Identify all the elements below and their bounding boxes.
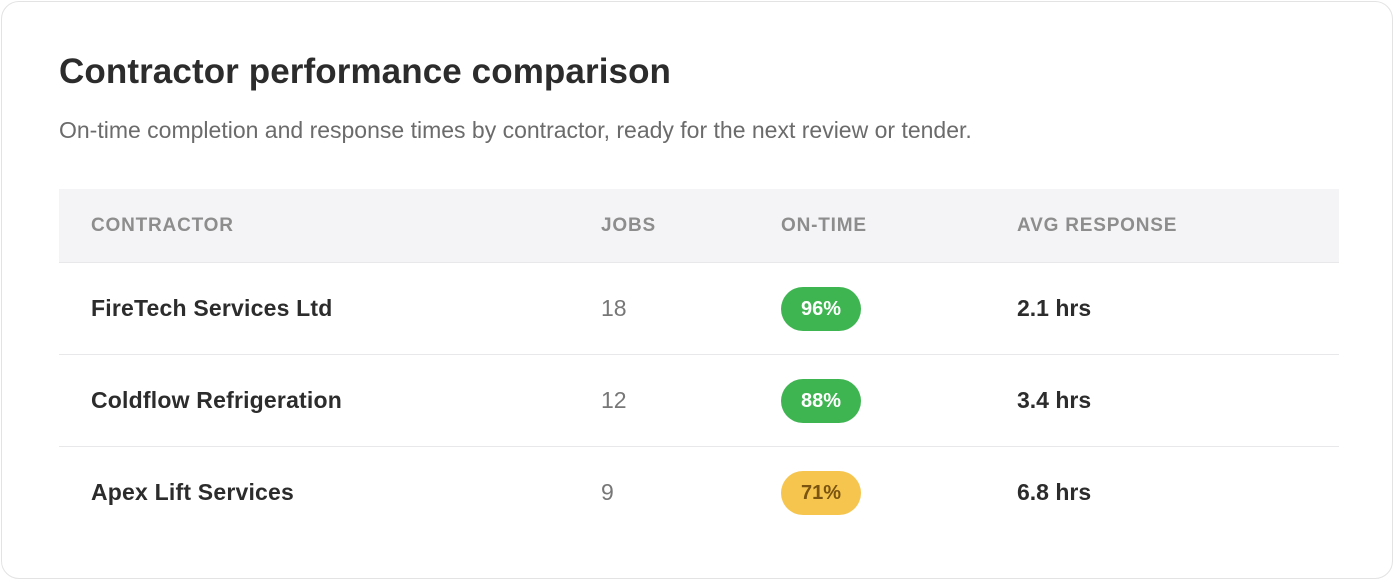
avg-response: 3.4 hrs (1017, 387, 1092, 413)
on-time-badge: 71% (781, 471, 862, 515)
page-subtitle: On-time completion and response times by… (59, 117, 972, 143)
page-title: Contractor performance comparison (59, 52, 672, 91)
on-time-badge: 96% (781, 287, 862, 331)
contractor-table: CONTRACTOR JOBS ON-TIME AVG RESPONSE Fir… (59, 189, 1339, 538)
table-header: CONTRACTOR JOBS ON-TIME AVG RESPONSE (59, 189, 1339, 263)
table-row: Coldflow Refrigeration 12 88% 3.4 hrs (59, 355, 1339, 447)
column-header-on-time[interactable]: ON-TIME (781, 215, 867, 236)
table-row: Apex Lift Services 9 71% 6.8 hrs (59, 447, 1339, 538)
column-header-avg-response[interactable]: AVG RESPONSE (1017, 215, 1178, 236)
column-header-contractor[interactable]: CONTRACTOR (91, 215, 234, 236)
jobs-count: 18 (601, 295, 627, 321)
jobs-count: 12 (601, 387, 627, 413)
jobs-count: 9 (601, 479, 614, 505)
avg-response: 6.8 hrs (1017, 479, 1092, 505)
column-header-jobs[interactable]: JOBS (601, 215, 656, 236)
contractor-name: Apex Lift Services (91, 479, 295, 505)
contractor-name: Coldflow Refrigeration (91, 387, 343, 413)
avg-response: 2.1 hrs (1017, 295, 1092, 321)
contractor-name: FireTech Services Ltd (91, 295, 333, 321)
table-row: FireTech Services Ltd 18 96% 2.1 hrs (59, 263, 1339, 355)
on-time-badge: 88% (781, 379, 862, 423)
